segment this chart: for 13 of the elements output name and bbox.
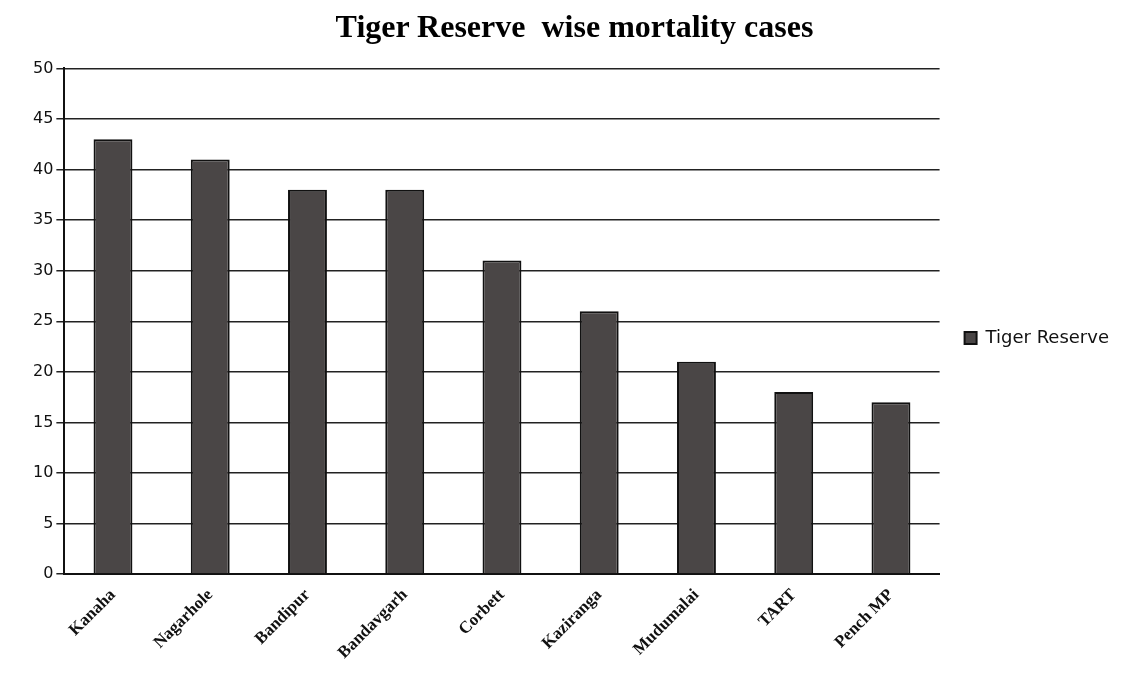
y-tick-label: 45 [33, 108, 54, 128]
chart-title: Tiger Reserve wise mortality cases [335, 8, 814, 45]
y-tick-label: 15 [33, 411, 54, 431]
y-tick-label: 20 [33, 360, 54, 380]
y-tick-label: 50 [33, 57, 54, 77]
y-tick-label: 5 [43, 512, 54, 532]
y-tick-label: 35 [33, 209, 54, 229]
y-tick-label: 10 [33, 462, 54, 482]
y-tick-label: 40 [33, 158, 54, 178]
y-tick-label: 25 [33, 310, 54, 330]
legend-label: Tiger Reserve [984, 325, 1110, 347]
y-tick-label: 30 [33, 259, 54, 279]
y-tick-label: 0 [43, 563, 54, 583]
